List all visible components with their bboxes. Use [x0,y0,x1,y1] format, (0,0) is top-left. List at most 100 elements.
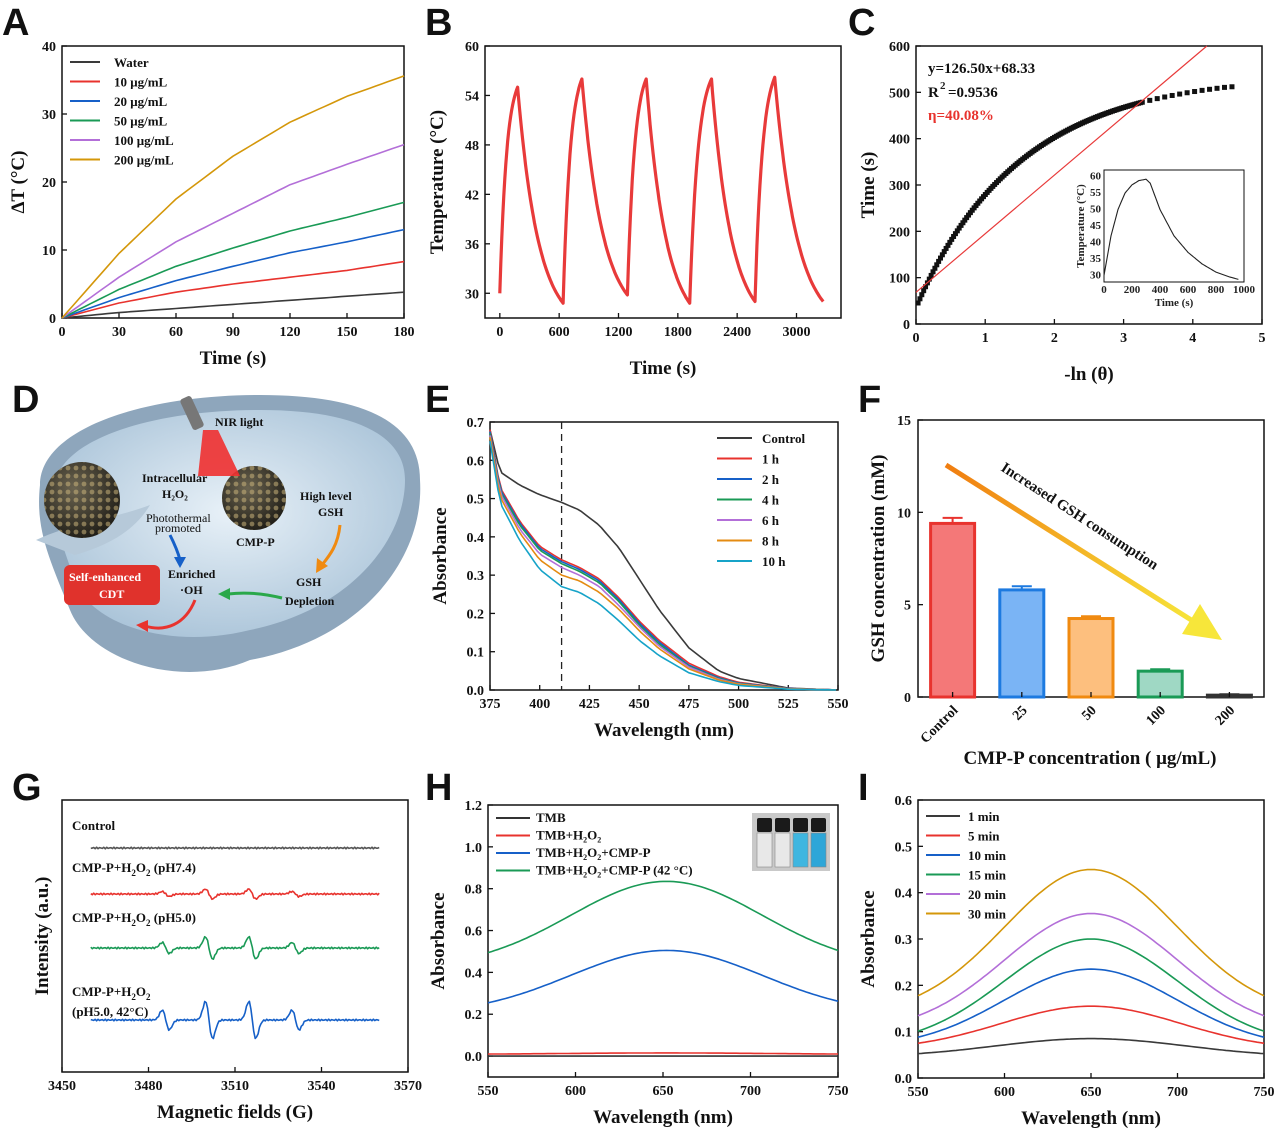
legend-label: Water [114,55,149,70]
series-line-3 [917,938,1265,1032]
data-point [1199,87,1205,93]
x-tick-label: 3570 [394,1079,422,1094]
plot-frame [484,45,842,319]
inset-x-tick: 400 [1152,284,1169,296]
y-tick-label: 5 [904,599,911,614]
x-tick-label: 375 [480,697,501,712]
y-tick-label: 30 [465,287,479,302]
x-tick-label: 650 [653,1084,674,1099]
y-tick-label: 0.8 [465,883,483,898]
inset-y-tick: 35 [1090,253,1102,265]
x-tick-label: 550 [908,1085,929,1100]
x-tick-label: 3 [1120,331,1127,346]
green-arrowhead [218,588,230,600]
inset-x-label: Time (s) [1155,297,1194,309]
legend-label: 15 min [968,868,1007,883]
nir-light-label: NIR light [215,415,263,429]
series-line-3 [61,201,405,319]
data-point [932,265,938,271]
series-line-6 [489,440,837,691]
x-axis-label: Magnetic fields (G) [157,1102,313,1123]
y-tick-label: 0.5 [467,493,485,508]
y-axis-label: ΔT (°C) [8,151,29,214]
y-axis-label: GSH concentration (mM) [868,455,889,663]
series-line-5 [917,868,1265,997]
red-arrowhead [136,620,148,632]
data-point [960,220,966,226]
legend-label: 10 h [762,554,786,569]
data-point [1169,92,1175,98]
panel-label-b: B [425,2,452,44]
data-point [937,255,943,261]
data-point [939,252,945,258]
x-axis-label: Wavelength (nm) [1021,1108,1161,1129]
inset-y-tick: 55 [1090,187,1102,199]
legend-part: +CMP-P [601,845,650,860]
y-tick-label: 0.5 [895,840,913,855]
vial-cap [775,818,790,832]
chart-a: 0 30 60 90 120 150 180 0 10 20 30 40 Time (s) ΔT (°C)… [8,40,415,369]
x-tick-label: 425 [579,697,600,712]
y-tick-label: 0.3 [895,933,913,948]
panel-label-i: I [858,767,869,809]
legend-label: 1 h [762,452,780,467]
legend-label: 10 μg/mL [114,75,168,90]
oh-label: ·OH [180,583,203,597]
y-tick-label: 400 [889,133,910,148]
data-point [915,300,921,306]
high-level-label: High level [300,489,352,503]
photothermal-label: Photothermal [146,511,211,525]
y-axis-label: Absorbance [430,507,451,604]
y-tick-label: 36 [465,238,479,253]
x-tick-label: 475 [678,697,699,712]
legend-part: O [587,863,597,878]
y-tick-label: 0.6 [895,794,913,809]
legend-label: 5 min [968,829,1000,844]
data-point [949,236,955,242]
legend-label: TMB+H2O2+CMP-P [536,845,651,862]
x-axis-label: -ln (θ) [1064,364,1114,385]
r-squared-value: =0.9536 [948,85,998,101]
y-tick-label: 10 [897,506,911,521]
y-tick-label: 10 [42,244,56,259]
x-tick-label: 25 [1010,703,1031,724]
y-axis-label: Intensity (a.u.) [32,877,53,996]
y-axis-label: Absorbance [428,892,449,989]
y-tick-label: 0.2 [465,1008,483,1023]
epr-spectrum-1 [90,888,380,901]
series-line-5 [61,75,405,319]
legend-subscript: 2 [597,836,601,845]
legend-label: 50 μg/mL [114,114,168,129]
label-part: O [136,910,146,925]
data-point [956,225,962,231]
inset-y-tick: 50 [1090,204,1102,216]
label-subscript: 2 [146,868,151,878]
x-tick-label: 1800 [664,325,692,340]
data-point [919,292,925,298]
legend-label: 10 min [968,848,1007,863]
legend-label: 100 μg/mL [114,133,174,148]
efficiency-eta: η=40.08% [928,108,994,124]
x-tick-label: 400 [529,697,550,712]
y-tick-label: 0.2 [467,607,485,622]
data-point [1154,96,1160,102]
inset-y-tick: 60 [1090,171,1102,183]
trend-arrow-shaft [944,462,1198,626]
y-tick-label: 20 [42,176,56,191]
legend-label: 20 μg/mL [114,94,168,109]
x-tick-label: 4 [1189,331,1196,346]
panel-label-a: A [2,2,29,44]
orange-arrow [320,524,342,566]
legend-subscript: 2 [583,871,587,880]
vial [774,832,791,868]
x-tick-label: 0 [496,325,503,340]
x-tick-label: 0 [913,331,920,346]
legend-label: 6 h [762,513,780,528]
data-point [951,233,957,239]
data-point [1214,85,1220,91]
data-point [1184,90,1190,96]
panel-label-c: C [848,2,875,44]
series-line-3 [487,880,839,954]
x-tick-label: 3510 [221,1079,249,1094]
